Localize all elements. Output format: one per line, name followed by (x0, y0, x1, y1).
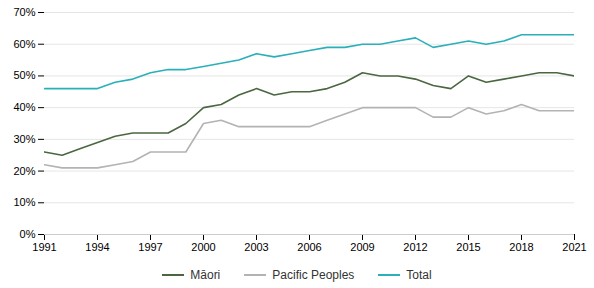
svg-text:2021: 2021 (562, 241, 586, 253)
svg-text:1997: 1997 (138, 241, 162, 253)
svg-text:2000: 2000 (191, 241, 215, 253)
svg-text:2009: 2009 (350, 241, 374, 253)
svg-text:70%: 70% (13, 6, 35, 18)
html-text:Māori: Māori (190, 268, 221, 282)
svg-text:20%: 20% (13, 165, 35, 177)
svg-text:1991: 1991 (32, 241, 56, 253)
svg-text:2012: 2012 (403, 241, 427, 253)
svg-text:50%: 50% (13, 69, 35, 81)
html-text:Total: Total (406, 268, 432, 282)
svg-text:40%: 40% (13, 101, 35, 113)
svg-text:1994: 1994 (85, 241, 109, 253)
svg-text:2015: 2015 (456, 241, 480, 253)
svg-text:2006: 2006 (297, 241, 321, 253)
svg-text:0%: 0% (20, 228, 36, 240)
svg-text:60%: 60% (13, 38, 35, 50)
svg-text:2018: 2018 (509, 241, 533, 253)
svg-text:10%: 10% (13, 196, 35, 208)
html-text:Pacific Peoples: Pacific Peoples (272, 268, 355, 282)
svg-text:2003: 2003 (244, 241, 268, 253)
svg-text:30%: 30% (13, 133, 35, 145)
